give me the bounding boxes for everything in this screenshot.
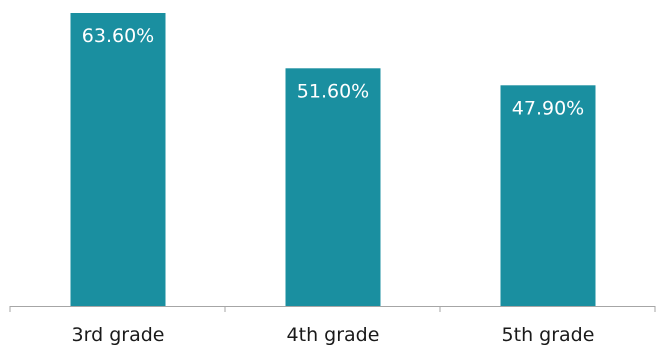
bars-layer <box>70 13 596 306</box>
x-axis <box>9 306 656 312</box>
bar-value-label-2: 51.60% <box>297 80 369 102</box>
bar-3 <box>500 85 596 306</box>
bar-2 <box>285 68 381 306</box>
bar-1 <box>70 13 166 306</box>
bar-value-label-3: 47.90% <box>512 97 584 119</box>
x-axis-tick-label-2: 4th grade <box>287 324 380 346</box>
x-axis-tick-label-3: 5th grade <box>502 324 595 346</box>
x-axis-tick-label-1: 3rd grade <box>72 324 165 346</box>
bar-value-label-1: 63.60% <box>82 25 154 47</box>
value-labels-layer: 63.60% 51.60% 47.90% <box>82 25 584 119</box>
category-labels-layer: 3rd grade 4th grade 5th grade <box>72 324 595 346</box>
